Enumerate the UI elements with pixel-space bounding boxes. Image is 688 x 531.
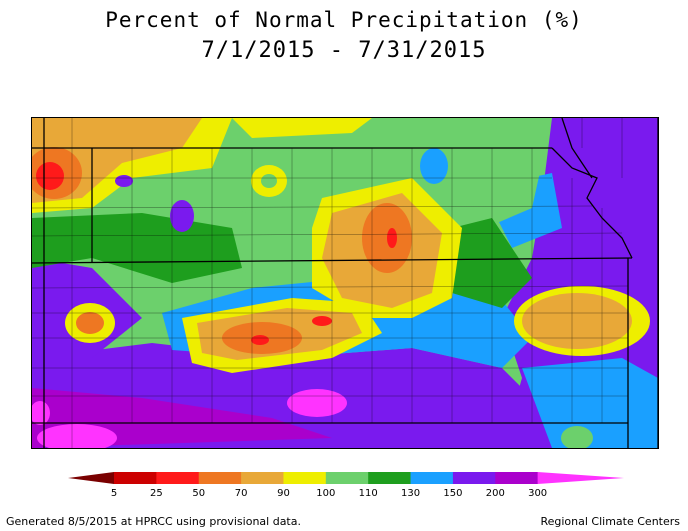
region-blue-southeast [522, 358, 658, 448]
legend-tick-label: 90 [277, 488, 290, 499]
region-blue-small-1 [420, 148, 448, 184]
region-magenta-3 [32, 401, 50, 425]
region-green-small-1 [261, 174, 277, 188]
legend-tick-label: 300 [528, 488, 548, 499]
footer-generated: Generated 8/5/2015 at HPRCC using provis… [6, 515, 301, 528]
map-title: Percent of Normal Precipitation (%) [105, 8, 583, 32]
legend-tick-label: 25 [149, 488, 163, 499]
region-dark-green-west [32, 213, 242, 283]
legend-swatch [241, 472, 284, 484]
region-red-core [387, 228, 397, 248]
legend-swatch [114, 472, 157, 484]
legend-tick-label: 100 [316, 488, 336, 499]
border-iowa-west [561, 118, 593, 179]
county-lines [32, 118, 629, 448]
legend-swatch [325, 472, 369, 484]
legend-arrow-left [68, 472, 114, 484]
color-legend [68, 472, 624, 484]
region-green-small-2 [561, 426, 593, 448]
region-red-northwest [36, 162, 64, 190]
legend-arrow-right [537, 472, 624, 484]
legend-tick-label: 110 [358, 488, 378, 499]
legend-tick-label: 150 [443, 488, 463, 499]
legend-tick-label: 200 [485, 488, 505, 499]
region-orange-east [522, 293, 632, 349]
region-magenta-2 [37, 424, 117, 448]
region-yellow-north-center [232, 118, 372, 138]
legend-tick-label: 50 [192, 488, 206, 499]
legend-swatch [368, 472, 412, 484]
legend-swatch [283, 472, 327, 484]
border-missouri-river [551, 147, 633, 259]
region-purple-small-2 [115, 175, 133, 187]
legend-tick-label: 5 [110, 488, 118, 499]
region-red-south-1 [251, 335, 269, 345]
legend-tick-label: 70 [234, 488, 248, 499]
date-range: 7/1/2015 - 7/31/2015 [201, 38, 487, 63]
legend-swatch [495, 472, 539, 484]
legend-tick-label: 130 [400, 488, 421, 499]
precipitation-map [31, 117, 659, 449]
legend-swatch [452, 472, 496, 484]
legend-swatch [410, 472, 454, 484]
region-orange-west [76, 312, 104, 334]
footer-source: Regional Climate Centers [540, 515, 680, 528]
region-magenta-1 [287, 389, 347, 417]
legend-swatch [198, 472, 242, 484]
region-purple-small-1 [170, 200, 194, 232]
legend-swatch [156, 472, 200, 484]
region-red-south-2 [312, 316, 332, 326]
